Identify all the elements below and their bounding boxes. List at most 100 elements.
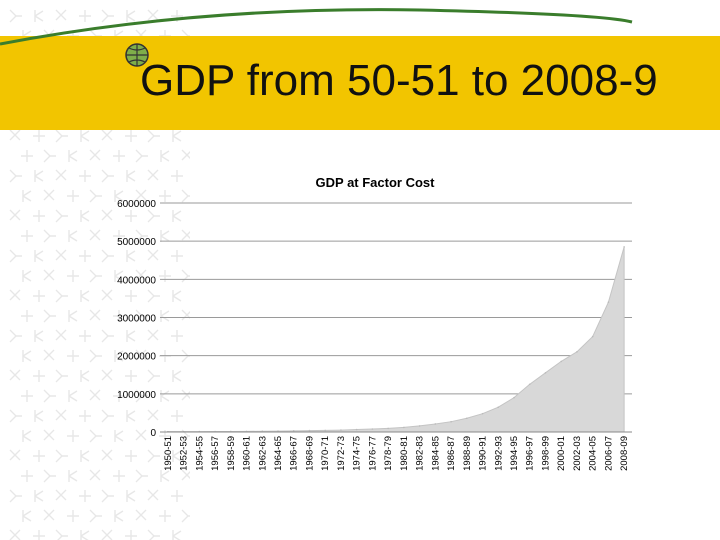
pattern-glyph <box>101 249 114 263</box>
pattern-glyph <box>135 389 148 403</box>
pattern-glyph <box>67 350 79 362</box>
pattern-glyph <box>67 430 79 442</box>
pattern-glyph <box>181 229 190 241</box>
pattern-glyph <box>68 390 78 402</box>
pattern-glyph <box>68 310 78 322</box>
pattern-glyph <box>89 189 102 203</box>
page-title: GDP from 50-51 to 2008-9 <box>140 56 658 105</box>
x-tick-label: 1956-57 <box>210 436 221 471</box>
pattern-glyph <box>114 350 124 362</box>
pattern-glyph <box>172 450 182 462</box>
pattern-glyph <box>114 430 124 442</box>
y-tick-label: 6000000 <box>117 199 156 210</box>
x-tick-label: 1992-93 <box>493 436 504 471</box>
pattern-glyph <box>181 189 190 203</box>
pattern-glyph <box>80 130 90 142</box>
x-tick-label: 1976-77 <box>367 436 378 471</box>
data-point <box>481 412 484 415</box>
pattern-glyph <box>22 350 32 362</box>
pattern-glyph <box>43 149 56 163</box>
pattern-glyph <box>101 369 113 381</box>
x-tick-label: 1974-75 <box>352 436 363 471</box>
pattern-glyph <box>22 510 32 522</box>
pattern-glyph <box>135 469 148 483</box>
pattern-glyph <box>147 329 159 341</box>
pattern-glyph <box>125 290 137 302</box>
pattern-glyph <box>21 390 33 402</box>
pattern-glyph <box>147 169 159 181</box>
pattern-glyph <box>68 150 78 162</box>
pattern-glyph <box>114 270 124 282</box>
pattern-glyph <box>34 410 44 422</box>
pattern-glyph <box>89 229 101 241</box>
pattern-glyph <box>9 529 21 540</box>
y-tick-label: 1000000 <box>117 390 156 401</box>
pattern-glyph <box>33 370 45 382</box>
pattern-glyph <box>101 9 114 23</box>
pattern-glyph <box>181 149 190 161</box>
pattern-glyph <box>43 389 56 403</box>
pattern-glyph <box>21 230 33 242</box>
data-point <box>418 425 421 427</box>
data-point <box>591 335 594 338</box>
pattern-glyph <box>181 509 190 523</box>
pattern-glyph <box>147 289 160 303</box>
pattern-glyph <box>160 310 170 322</box>
pattern-glyph <box>171 250 183 262</box>
data-point <box>434 423 437 425</box>
pattern-glyph <box>80 530 90 540</box>
pattern-glyph <box>55 209 68 223</box>
pattern-glyph <box>147 129 160 143</box>
pattern-glyph <box>135 229 148 243</box>
pattern-glyph <box>181 269 190 283</box>
pattern-glyph <box>9 129 21 141</box>
pattern-glyph <box>172 290 182 302</box>
pattern-glyph <box>21 470 33 482</box>
x-tick-label: 2002-03 <box>572 436 583 471</box>
pattern-glyph <box>55 369 68 383</box>
pattern-glyph <box>67 190 79 202</box>
pattern-glyph <box>89 469 101 481</box>
pattern-glyph <box>9 209 21 221</box>
pattern-glyph <box>79 490 91 502</box>
x-tick-label: 1986-87 <box>446 436 457 471</box>
pattern-glyph <box>89 149 101 161</box>
pattern-glyph <box>135 429 147 441</box>
pattern-glyph <box>79 330 91 342</box>
pattern-glyph <box>89 429 102 443</box>
pattern-glyph <box>55 9 67 21</box>
pattern-glyph <box>101 289 113 301</box>
pattern-glyph <box>80 210 90 222</box>
pattern-glyph <box>101 329 114 343</box>
pattern-glyph <box>171 330 183 342</box>
y-tick-label: 0 <box>150 428 156 439</box>
pattern-glyph <box>89 309 101 321</box>
data-point <box>607 301 610 304</box>
data-point <box>560 360 562 363</box>
title-band <box>0 36 720 130</box>
data-point <box>308 429 311 432</box>
pattern-glyph <box>147 9 159 21</box>
pattern-glyph <box>160 230 170 242</box>
decorative-swoosh <box>0 8 633 46</box>
pattern-glyph <box>135 309 148 323</box>
data-point <box>576 351 578 353</box>
pattern-glyph <box>125 210 137 222</box>
pattern-glyph <box>147 209 160 223</box>
pattern-glyph <box>68 470 78 482</box>
x-tick-label: 2004-05 <box>588 436 599 471</box>
pattern-glyph <box>181 469 190 481</box>
pattern-glyph <box>9 369 21 381</box>
pattern-glyph <box>135 149 148 163</box>
pattern-glyph <box>33 210 45 222</box>
x-tick-label: 1962-63 <box>257 436 268 471</box>
pattern-glyph <box>101 529 113 540</box>
x-tick-label: 1978-79 <box>383 436 394 471</box>
pattern-glyph <box>101 129 113 141</box>
pattern-glyph <box>147 449 160 463</box>
pattern-glyph <box>113 230 125 242</box>
data-point <box>371 428 374 430</box>
x-tick-label: 1998-99 <box>540 436 551 471</box>
pattern-glyph <box>43 429 55 441</box>
pattern-glyph <box>101 169 114 183</box>
